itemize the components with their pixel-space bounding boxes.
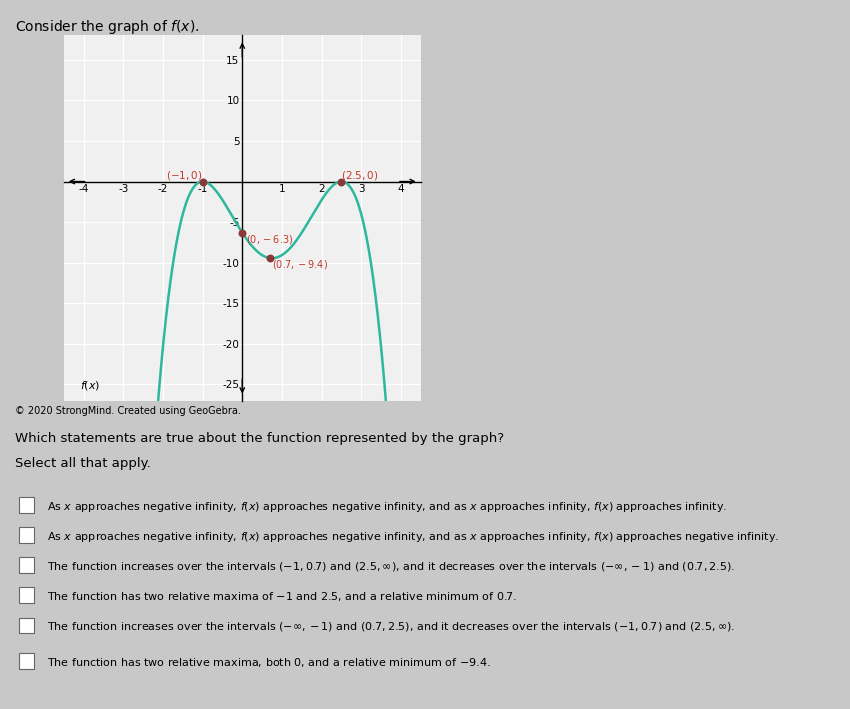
Text: As $x$ approaches negative infinity, $f(x)$ approaches negative infinity, and as: As $x$ approaches negative infinity, $f(…: [47, 530, 779, 545]
Text: $(0, -6.3)$: $(0, -6.3)$: [246, 233, 293, 245]
Point: [264, 252, 277, 264]
Text: The function has two relative maxima, both $0$, and a relative minimum of $-9.4$: The function has two relative maxima, bo…: [47, 656, 490, 669]
Text: The function increases over the intervals $(-\infty, -1)$ and $(0.7, 2.5)$, and : The function increases over the interval…: [47, 620, 735, 633]
Text: $(-1, 0)$: $(-1, 0)$: [167, 169, 202, 182]
Text: Select all that apply.: Select all that apply.: [15, 457, 151, 470]
Text: $f(x)$: $f(x)$: [80, 379, 100, 392]
Text: Which statements are true about the function represented by the graph?: Which statements are true about the func…: [15, 432, 504, 445]
Point: [196, 176, 209, 187]
Text: © 2020 StrongMind. Created using GeoGebra.: © 2020 StrongMind. Created using GeoGebr…: [15, 406, 241, 415]
Text: $(0.7, -9.4)$: $(0.7, -9.4)$: [272, 258, 328, 271]
Text: As $x$ approaches negative infinity, $f(x)$ approaches negative infinity, and as: As $x$ approaches negative infinity, $f(…: [47, 500, 727, 514]
Text: The function increases over the intervals $(-1, 0.7)$ and $(2.5, \infty)$, and i: The function increases over the interval…: [47, 560, 735, 573]
Text: The function has two relative maxima of $-1$ and $2.5$, and a relative minimum o: The function has two relative maxima of …: [47, 590, 517, 603]
Text: Consider the graph of $f(x)$.: Consider the graph of $f(x)$.: [15, 18, 200, 35]
Point: [335, 176, 348, 187]
Point: [235, 227, 249, 238]
Text: $(2.5, 0)$: $(2.5, 0)$: [342, 169, 379, 182]
